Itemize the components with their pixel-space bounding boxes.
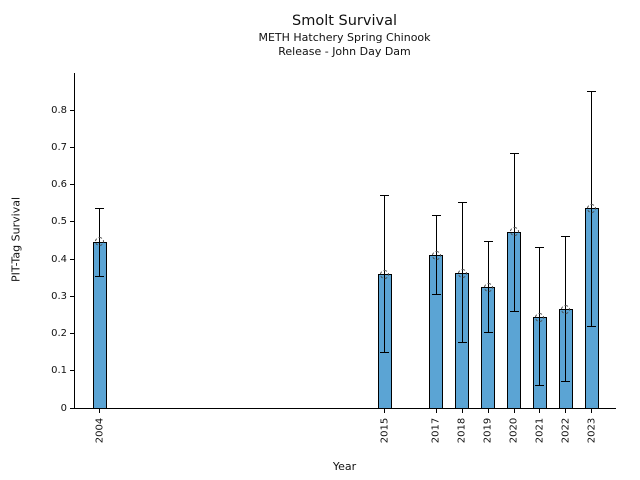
point-marker	[380, 269, 390, 279]
x-tick	[487, 409, 489, 413]
x-tick-label: 2023	[586, 417, 598, 444]
y-tick	[70, 109, 74, 111]
x-tick-label: 2021	[534, 417, 546, 444]
x-axis-line	[74, 408, 616, 409]
error-bar-cap-top	[483, 240, 493, 242]
x-tick-label: 2015	[379, 417, 391, 444]
y-tick-label: 0.3	[51, 290, 67, 302]
x-tick	[539, 409, 541, 413]
point-marker	[431, 250, 441, 260]
x-axis-label: Year	[332, 460, 357, 473]
point-marker	[535, 312, 545, 322]
chart-header: Smolt Survival METH Hatchery Spring Chin…	[74, 12, 615, 59]
x-tick-label: 2017	[430, 417, 442, 444]
x-tick-label: 2019	[482, 417, 494, 444]
error-bar-cap-bottom	[561, 381, 571, 383]
y-tick-label: 0.4	[51, 253, 67, 265]
point-marker	[509, 227, 519, 237]
chart-title: Smolt Survival	[292, 13, 397, 29]
x-tick	[99, 409, 101, 413]
chart-subtitle-line2: Release - John Day Dam	[278, 45, 411, 58]
error-bar-cap-bottom	[95, 276, 105, 278]
point-marker	[587, 203, 597, 213]
y-axis-label: PIT-Tag Survival	[9, 197, 23, 283]
y-tick	[70, 184, 74, 186]
x-tick-label: 2018	[456, 417, 468, 444]
y-tick	[70, 370, 74, 372]
error-bar-cap-bottom	[431, 293, 441, 295]
y-tick	[70, 295, 74, 297]
point-marker	[561, 304, 571, 314]
y-tick-label: 0	[60, 402, 67, 414]
y-tick-label: 0.2	[51, 328, 67, 340]
error-bar-cap-top	[561, 235, 571, 237]
error-bar-cap-bottom	[587, 326, 597, 328]
chart-subtitle-line1: METH Hatchery Spring Chinook	[258, 31, 431, 44]
x-tick	[461, 409, 463, 413]
x-tick	[384, 409, 386, 413]
y-tick	[70, 221, 74, 223]
error-bar-cap-bottom	[380, 352, 390, 354]
error-bar-cap-bottom	[535, 385, 545, 387]
y-tick-label: 0.8	[51, 104, 67, 116]
y-tick-label: 0.5	[51, 216, 67, 228]
error-bar-cap-top	[509, 152, 519, 154]
point-marker	[483, 282, 493, 292]
y-tick	[70, 258, 74, 260]
x-tick-label: 2022	[560, 417, 572, 444]
error-bar-cap-bottom	[457, 342, 467, 344]
x-tick-label: 2004	[94, 417, 106, 444]
x-tick	[565, 409, 567, 413]
x-tick-label: 2020	[508, 417, 520, 444]
error-bar-cap-top	[587, 91, 597, 93]
x-tick	[435, 409, 437, 413]
y-axis-line	[74, 73, 75, 409]
x-tick	[591, 409, 593, 413]
y-tick	[70, 333, 74, 335]
y-tick-label: 0.6	[51, 179, 67, 191]
error-bar-cap-top	[431, 215, 441, 217]
y-tick	[70, 146, 74, 148]
error-bar-cap-top	[457, 201, 467, 203]
point-marker	[95, 237, 105, 247]
error-bar-cap-top	[535, 247, 545, 249]
y-tick-label: 0.7	[51, 141, 67, 153]
error-bar-cap-bottom	[509, 310, 519, 312]
error-bar-cap-top	[95, 207, 105, 209]
error-bar-cap-bottom	[483, 332, 493, 334]
y-tick-label: 0.1	[51, 365, 67, 377]
y-tick	[70, 407, 74, 409]
point-marker	[457, 268, 467, 278]
x-tick	[513, 409, 515, 413]
error-bar-cap-top	[380, 194, 390, 196]
